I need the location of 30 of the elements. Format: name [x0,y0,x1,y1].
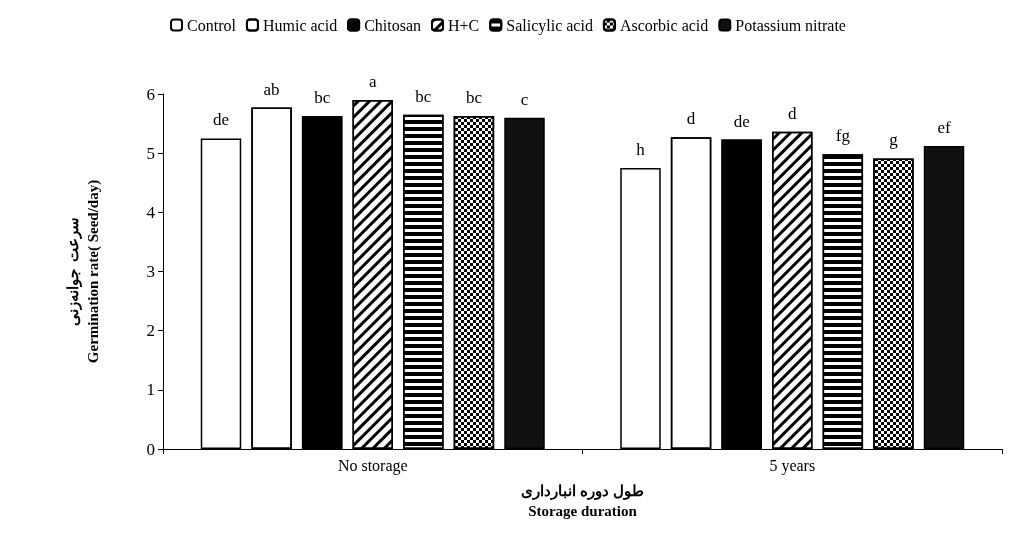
data-label: a [368,71,377,91]
data-label: c [520,89,529,109]
legend-label: Potassium nitrate [735,16,846,34]
legend-label: H+C [448,16,480,34]
data-label: ef [937,118,951,138]
data-label: de [733,111,750,131]
data-label: bc [415,86,432,106]
data-label: g [889,130,899,150]
legend-label: Ascorbic acid [619,16,709,34]
data-label: bc [465,87,483,107]
data-label: de [212,110,230,130]
x-tick-label: 5 years [769,456,816,475]
data-label: d [686,109,696,129]
y-tick-label: 3 [146,262,155,281]
legend-label: Humic acid [262,16,338,34]
x-tick-label: No storage [337,456,408,475]
y-tick-label: 1 [146,380,155,400]
y-tick-label: 5 [146,143,155,163]
y-tick-label: 2 [146,321,155,341]
legend-label: Control [187,16,237,34]
legend-label: Salicylic acid [506,16,593,35]
data-label: fg [835,126,851,146]
data-label: d [788,103,797,123]
data-label: ab [263,79,280,99]
y-tick-label: 4 [146,202,156,222]
data-label: bc [314,87,331,107]
legend-label: Chitosan [364,16,422,34]
data-label: h [636,139,646,159]
y-tick-label: 0 [146,439,155,459]
y-tick-label: 6 [146,84,155,104]
